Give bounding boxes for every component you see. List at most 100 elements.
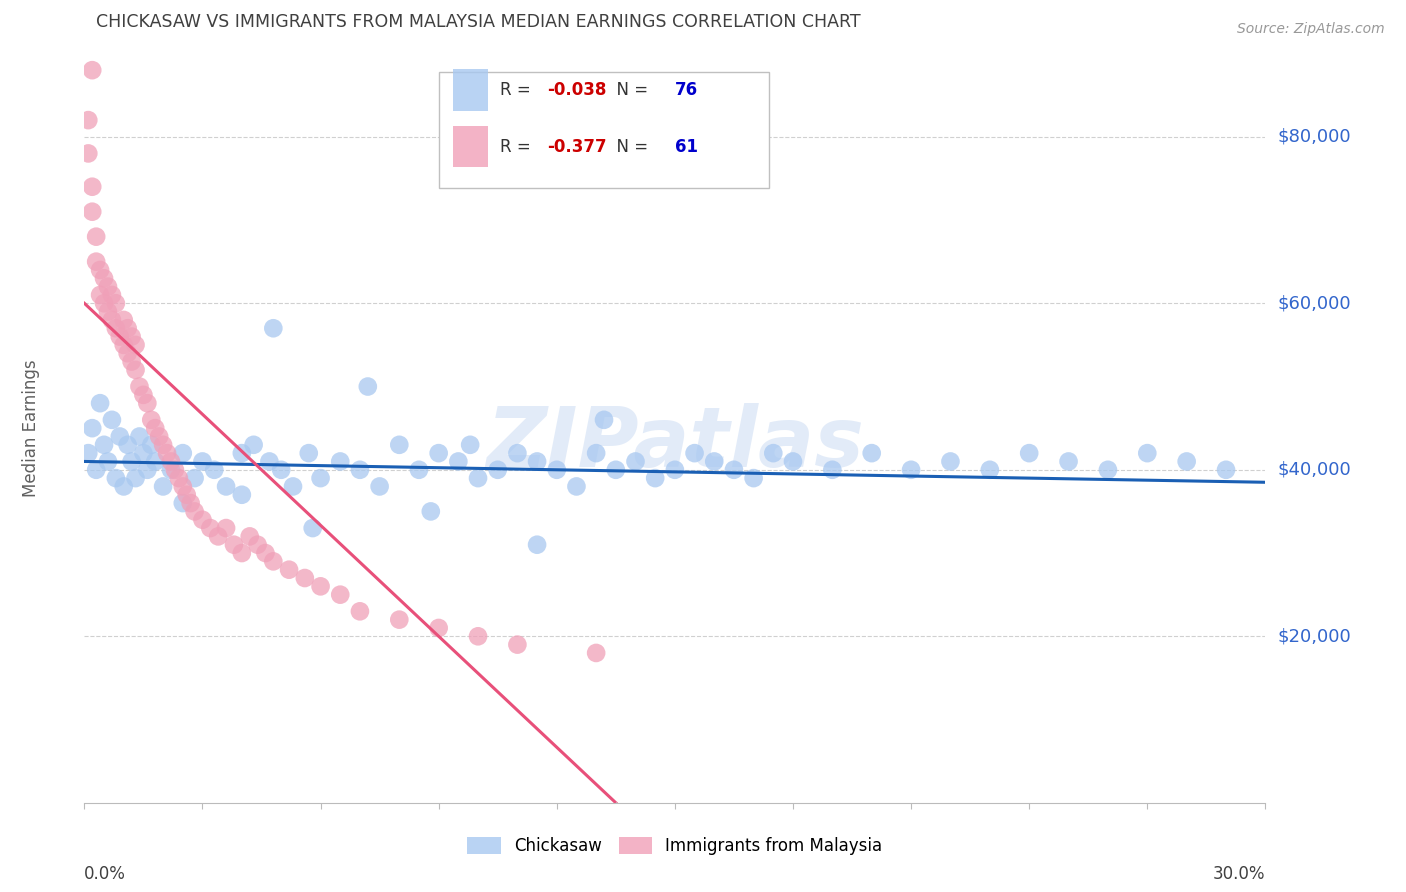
Point — [152, 479, 174, 493]
Point — [301, 521, 323, 535]
Point — [231, 488, 253, 502]
Point — [136, 396, 159, 410]
Point — [624, 454, 647, 468]
Point — [101, 313, 124, 327]
Point — [1136, 446, 1159, 460]
Point — [262, 321, 284, 335]
Point — [262, 554, 284, 568]
Text: $40,000: $40,000 — [1277, 461, 1351, 479]
Point — [1215, 463, 1237, 477]
Point — [939, 454, 962, 468]
Point — [117, 321, 139, 335]
Point — [163, 463, 186, 477]
Point — [357, 379, 380, 393]
Point — [143, 421, 166, 435]
Point — [93, 438, 115, 452]
Text: R =: R = — [501, 81, 536, 99]
Point — [458, 438, 481, 452]
Point — [231, 546, 253, 560]
Point — [172, 446, 194, 460]
Point — [388, 438, 411, 452]
Point — [84, 254, 107, 268]
Point — [467, 629, 489, 643]
Point — [349, 463, 371, 477]
Point — [278, 563, 301, 577]
Point — [585, 446, 607, 460]
Point — [246, 538, 269, 552]
Point — [427, 446, 450, 460]
Text: 0.0%: 0.0% — [84, 865, 127, 883]
Point — [979, 463, 1001, 477]
Point — [605, 463, 627, 477]
Point — [683, 446, 706, 460]
Point — [167, 471, 190, 485]
Text: 61: 61 — [675, 138, 697, 156]
Point — [124, 363, 146, 377]
Point — [82, 421, 104, 435]
Point — [117, 346, 139, 360]
Point — [585, 646, 607, 660]
Point — [77, 446, 100, 460]
Text: N =: N = — [606, 81, 654, 99]
Point — [183, 471, 205, 485]
Point — [388, 613, 411, 627]
Point — [108, 329, 131, 343]
Point — [644, 471, 666, 485]
Point — [121, 454, 143, 468]
Point — [101, 288, 124, 302]
Point — [526, 454, 548, 468]
Point — [176, 488, 198, 502]
Point — [180, 496, 202, 510]
Text: Source: ZipAtlas.com: Source: ZipAtlas.com — [1237, 22, 1385, 37]
Point — [108, 429, 131, 443]
Point — [183, 504, 205, 518]
Text: CHICKASAW VS IMMIGRANTS FROM MALAYSIA MEDIAN EARNINGS CORRELATION CHART: CHICKASAW VS IMMIGRANTS FROM MALAYSIA ME… — [96, 13, 860, 31]
Point — [900, 463, 922, 477]
Point — [242, 438, 264, 452]
Bar — [453, 70, 488, 111]
Point — [89, 396, 111, 410]
Point — [368, 479, 391, 493]
Point — [329, 588, 352, 602]
Point — [93, 271, 115, 285]
Point — [132, 388, 155, 402]
Point — [270, 463, 292, 477]
Point — [664, 463, 686, 477]
Point — [143, 454, 166, 468]
Point — [703, 454, 725, 468]
Point — [1175, 454, 1198, 468]
Point — [215, 479, 238, 493]
Point — [82, 179, 104, 194]
Point — [84, 229, 107, 244]
Point — [202, 463, 225, 477]
Point — [172, 496, 194, 510]
Point — [1057, 454, 1080, 468]
Point — [112, 313, 135, 327]
Point — [408, 463, 430, 477]
Point — [104, 321, 127, 335]
Point — [762, 446, 785, 460]
Point — [121, 354, 143, 368]
Legend: Chickasaw, Immigrants from Malaysia: Chickasaw, Immigrants from Malaysia — [461, 830, 889, 862]
Point — [546, 463, 568, 477]
Point — [1097, 463, 1119, 477]
Point — [742, 471, 765, 485]
Point — [141, 438, 163, 452]
FancyBboxPatch shape — [439, 72, 769, 188]
Point — [506, 638, 529, 652]
Point — [506, 446, 529, 460]
Point — [89, 288, 111, 302]
Point — [309, 471, 332, 485]
Point — [593, 413, 616, 427]
Text: ZIPatlas: ZIPatlas — [486, 402, 863, 483]
Point — [84, 463, 107, 477]
Point — [447, 454, 470, 468]
Point — [136, 463, 159, 477]
Point — [101, 413, 124, 427]
Point — [526, 538, 548, 552]
Point — [117, 438, 139, 452]
Text: 30.0%: 30.0% — [1213, 865, 1265, 883]
Point — [128, 429, 150, 443]
Point — [298, 446, 321, 460]
Point — [259, 454, 281, 468]
